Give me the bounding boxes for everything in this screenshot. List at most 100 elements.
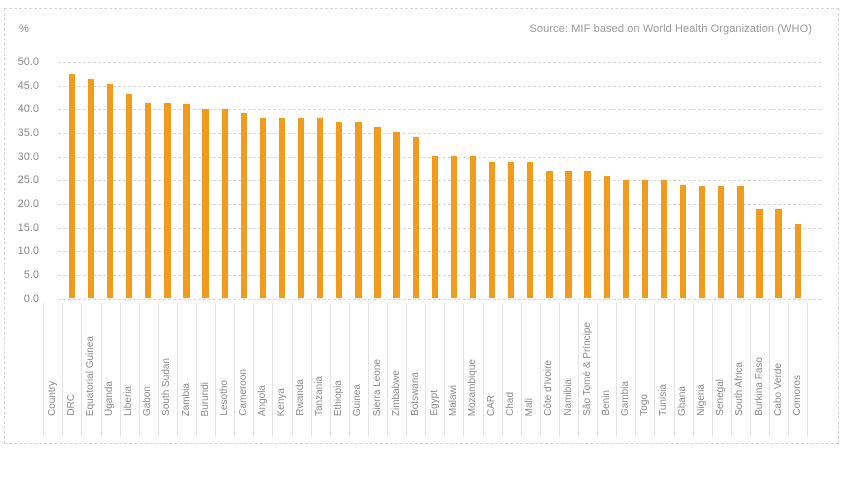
- y-axis-unit-label: %: [19, 23, 29, 35]
- bar-comoros: [794, 223, 801, 299]
- bar-zimbabwe: [393, 132, 400, 299]
- x-label-separator: [616, 303, 618, 437]
- x-category-label: Tunisia: [658, 384, 669, 416]
- x-label-separator: [62, 303, 64, 437]
- bar-namibia: [565, 171, 572, 299]
- bar-liberia: [126, 93, 133, 299]
- x-category-label: Uganda: [104, 380, 116, 416]
- chart-panel: % Source: MIF based on World Health Orga…: [4, 8, 839, 444]
- bar-tanzania: [317, 118, 324, 299]
- y-tick-label: 0.0: [23, 292, 39, 305]
- x-label-separator: [597, 303, 599, 437]
- x-category-label: Chad: [505, 392, 517, 416]
- bar-lesotho: [221, 109, 228, 299]
- bar-benin: [603, 175, 610, 299]
- y-tick-label: 5.0: [23, 269, 39, 282]
- bar-south-africa: [737, 185, 744, 299]
- bar-mozambique: [469, 156, 477, 299]
- x-category-label: Guinea: [352, 383, 364, 416]
- x-category-label: Zimbabwe: [390, 369, 402, 416]
- x-category-label: Burkina Faso: [753, 357, 765, 416]
- x-category-label: Zambia: [180, 382, 192, 416]
- bar-ethiopia: [336, 122, 343, 299]
- x-label-separator: [291, 303, 293, 437]
- bar-egypt: [431, 156, 438, 299]
- bar-sierra-leone: [374, 127, 381, 299]
- x-category-label: Liberia: [123, 385, 135, 416]
- bar-nigeria: [699, 185, 706, 299]
- y-gridline: [58, 156, 821, 158]
- y-gridline: [58, 298, 821, 300]
- x-label-separator: [654, 303, 656, 437]
- x-category-label: CAR: [486, 394, 498, 416]
- y-gridline: [58, 251, 821, 253]
- x-category-label: Lesotho: [218, 380, 230, 416]
- bar-car: [488, 161, 496, 299]
- bar-malawi: [450, 156, 458, 299]
- x-category-label: Ghana: [677, 385, 689, 416]
- bar-s-o-tom-pr-ncipe: [584, 171, 591, 299]
- x-category-label: Ethiopia: [333, 379, 345, 416]
- y-gridline: [58, 180, 821, 182]
- plot-area: 0.0 5.0 10.0 15.0 20.0 25.0 30.0 35.0 40.0 45.0 50…: [5, 9, 838, 443]
- x-category-label: Angola: [256, 384, 268, 416]
- x-label-separator: [482, 303, 484, 437]
- x-category-label: Nigeria: [696, 384, 708, 416]
- bar-burkina-faso: [756, 209, 763, 299]
- x-category-label: Gabon: [142, 385, 154, 416]
- x-category-label: DRC: [65, 394, 77, 416]
- bar-zambia: [183, 103, 190, 299]
- x-label-separator: [425, 303, 427, 437]
- bar-guinea: [355, 122, 362, 299]
- x-label-separator: [367, 303, 369, 437]
- y-tick-label: 15.0: [17, 221, 39, 234]
- x-category-label: Rwanda: [295, 379, 307, 416]
- x-label-separator: [730, 303, 732, 437]
- x-label-separator: [673, 303, 675, 437]
- x-label-separator: [769, 303, 771, 437]
- x-category-label: Senegal: [715, 379, 727, 416]
- x-axis-header-label: Country: [46, 380, 58, 416]
- x-category-label: Cameroon: [237, 369, 249, 416]
- x-label-separator: [558, 303, 560, 437]
- y-gridline: [58, 62, 821, 64]
- bar-uganda: [106, 84, 114, 299]
- x-label-separator: [196, 303, 198, 437]
- x-label-separator: [234, 303, 236, 437]
- bar-togo: [641, 180, 649, 299]
- x-category-label: Togo: [638, 394, 650, 416]
- bar-gabon: [145, 103, 152, 299]
- x-label-separator: [501, 303, 503, 437]
- x-label-separator: [176, 303, 178, 437]
- bar-c-te-d-ivoire: [546, 171, 553, 299]
- x-label-separator: [119, 303, 121, 437]
- x-label-separator: [329, 303, 331, 437]
- x-label-separator: [692, 303, 694, 437]
- x-label-separator: [788, 303, 790, 437]
- x-category-label: Malawi: [447, 384, 459, 416]
- x-label-separator: [348, 303, 350, 437]
- x-label-separator: [215, 303, 217, 437]
- bar-angola: [259, 118, 267, 299]
- bar-ghana: [679, 185, 687, 299]
- x-label-separator: [635, 303, 637, 437]
- x-label-separator: [444, 303, 446, 437]
- bar-chad: [508, 161, 515, 299]
- x-label-separator: [81, 303, 83, 437]
- x-label-separator: [711, 303, 713, 437]
- x-category-label: Burundi: [199, 381, 211, 416]
- x-category-label: Namibia: [562, 379, 574, 416]
- x-category-label: Tanzania: [314, 375, 326, 416]
- bar-south-sudan: [164, 103, 171, 299]
- bar-rwanda: [297, 118, 305, 299]
- x-category-label: Mozambique: [467, 358, 478, 416]
- x-label-separator: [138, 303, 140, 437]
- x-category-label: Benin: [600, 390, 612, 416]
- x-category-label: South Sudan: [161, 358, 173, 416]
- x-category-label: Equatorial Guinea: [85, 335, 96, 416]
- y-tick-label: 35.0: [17, 127, 39, 140]
- y-tick-label: 30.0: [17, 150, 39, 163]
- bar-kenya: [278, 118, 286, 299]
- source-attribution: Source: MIF based on World Health Organi…: [529, 23, 812, 35]
- x-category-label: Côte d'Ivoire: [543, 360, 555, 416]
